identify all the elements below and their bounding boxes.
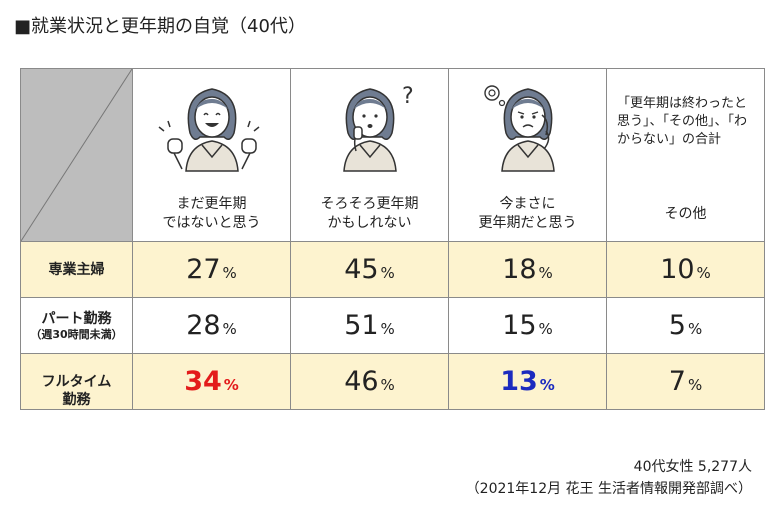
column-header-other: 「更年期は終わったと思う」、「その他」、「わからない」の合計 その他	[606, 68, 765, 242]
unit: %	[222, 264, 237, 282]
source-note: （2021年12月 花王 生活者情報開発部調べ）	[465, 481, 752, 497]
other-note: 「更年期は終わったと思う」、「その他」、「わからない」の合計	[617, 96, 748, 147]
value: 46	[344, 366, 379, 397]
value-cell-highlight-red: 34%	[132, 353, 291, 410]
row-label: パート勤務	[41, 310, 112, 327]
value: 7	[668, 366, 686, 397]
value: 10	[660, 254, 695, 285]
table-row: 専業主婦 27% 45% 18% 10%	[20, 241, 765, 298]
value: 18	[502, 254, 537, 285]
row-label-part-time: パート勤務 （週30時間未満）	[20, 297, 133, 354]
value-cell: 51%	[290, 297, 449, 354]
diagonal-line	[21, 69, 132, 241]
value: 34	[184, 366, 222, 397]
column-label: 今まさに 更年期だと思う	[478, 196, 577, 231]
corner-cell	[20, 68, 133, 242]
value-cell: 28%	[132, 297, 291, 354]
woman-wondering-icon: ?	[342, 84, 414, 172]
row-label-full-time: フルタイム 勤務	[20, 353, 133, 410]
column-label: そろそろ更年期 かもしれない	[320, 196, 419, 231]
table-row: フルタイム 勤務 34% 46% 13% 7%	[20, 353, 765, 410]
value: 51	[344, 310, 379, 341]
value: 27	[186, 254, 221, 285]
value-cell: 46%	[290, 353, 449, 410]
row-sublabel: （週30時間未満）	[30, 327, 123, 341]
sample-size-note: 40代女性 5,277人	[633, 459, 752, 475]
value-cell: 18%	[448, 241, 607, 298]
column-header-maybe-soon: ? そろそろ更年期 かもしれない	[290, 68, 449, 242]
woman-troubled-icon	[483, 85, 555, 172]
column-label: まだ更年期 ではないと思う	[162, 196, 261, 231]
unit: %	[538, 264, 553, 282]
unit: %	[223, 376, 239, 394]
unit: %	[380, 264, 395, 282]
value-cell: 15%	[448, 297, 607, 354]
value: 13	[500, 366, 538, 397]
unit: %	[539, 376, 555, 394]
unit: %	[538, 320, 553, 338]
column-header-now: 今まさに 更年期だと思う	[448, 68, 607, 242]
svg-text:?: ?	[402, 84, 414, 109]
column-label: その他	[664, 206, 707, 222]
woman-cheerful-icon	[158, 88, 259, 172]
unit: %	[687, 320, 703, 338]
column-header-not-yet: まだ更年期 ではないと思う	[132, 68, 291, 242]
table-row: パート勤務 （週30時間未満） 28% 51% 15% 5%	[20, 297, 765, 354]
unit: %	[696, 264, 711, 282]
header-row: まだ更年期 ではないと思う ? そろそろ更年期 かもしれない	[20, 68, 765, 242]
chart-title: ■就業状況と更年期の自覚（40代）	[14, 16, 306, 37]
value-cell: 5%	[606, 297, 765, 354]
value: 15	[502, 310, 537, 341]
row-label: 専業主婦	[48, 261, 105, 278]
row-label-housewife: 専業主婦	[20, 241, 133, 298]
value: 28	[186, 310, 221, 341]
survey-table: まだ更年期 ではないと思う ? そろそろ更年期 かもしれない	[20, 68, 765, 410]
value: 5	[668, 310, 686, 341]
value-cell: 27%	[132, 241, 291, 298]
value-cell-highlight-blue: 13%	[448, 353, 607, 410]
unit: %	[380, 320, 395, 338]
value-cell: 7%	[606, 353, 765, 410]
unit: %	[222, 320, 237, 338]
value: 45	[344, 254, 379, 285]
row-label: フルタイム 勤務	[41, 373, 112, 408]
value-cell: 10%	[606, 241, 765, 298]
unit: %	[687, 376, 703, 394]
unit: %	[380, 376, 395, 394]
value-cell: 45%	[290, 241, 449, 298]
